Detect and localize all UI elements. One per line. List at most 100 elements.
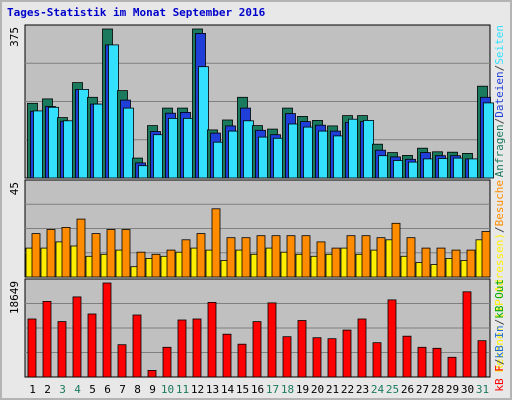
bar-traffic-kbf-day-30 bbox=[462, 291, 472, 378]
bar-requests-seiten-day-1 bbox=[33, 110, 44, 179]
legend-entry: / bbox=[493, 359, 506, 366]
bar-traffic-kbf-day-3 bbox=[57, 321, 67, 378]
x-tick-label: 19 bbox=[296, 383, 309, 396]
legend-entry: kB F bbox=[493, 365, 506, 392]
legend-entry: Anfragen bbox=[493, 124, 506, 177]
x-tick-label: 10 bbox=[161, 383, 174, 396]
bar-traffic-kbf-day-22 bbox=[342, 329, 352, 378]
x-tick-label: 28 bbox=[431, 383, 444, 396]
bar-requests-seiten-day-10 bbox=[168, 118, 179, 179]
bar-visits-besuche-day-10 bbox=[166, 249, 176, 278]
bar-traffic-kbf-day-1 bbox=[27, 318, 37, 378]
legend-entry: / bbox=[493, 65, 506, 72]
bar-requests-seiten-day-26 bbox=[408, 161, 419, 179]
bar-requests-seiten-day-7 bbox=[123, 107, 134, 179]
bar-visits-besuche-day-4 bbox=[76, 218, 86, 278]
x-tick-label: 12 bbox=[191, 383, 204, 396]
bar-requests-seiten-day-9 bbox=[153, 134, 164, 179]
bar-traffic-kbf-day-20 bbox=[312, 337, 322, 378]
bar-visits-besuche-day-28 bbox=[436, 247, 446, 278]
bar-traffic-kbf-day-16 bbox=[252, 321, 262, 378]
panel-traffic: 18649 bbox=[8, 278, 491, 378]
bar-traffic-kbf-day-8 bbox=[132, 314, 142, 378]
x-tick-label: 11 bbox=[176, 383, 189, 396]
x-tick-label: 14 bbox=[221, 383, 235, 396]
bar-traffic-kbf-day-19 bbox=[297, 320, 307, 378]
x-tick-label: 23 bbox=[356, 383, 369, 396]
bar-visits-besuche-day-5 bbox=[91, 233, 101, 278]
bar-visits-besuche-day-12 bbox=[196, 233, 206, 278]
bar-traffic-kbf-day-31 bbox=[477, 340, 487, 378]
bar-visits-besuche-day-11 bbox=[181, 239, 191, 278]
bar-visits-besuche-day-20 bbox=[316, 241, 326, 278]
x-tick-label: 4 bbox=[74, 383, 81, 396]
x-tick-label: 27 bbox=[416, 383, 429, 396]
bar-visits-besuche-day-9 bbox=[151, 253, 161, 278]
bar-visits-besuche-day-21 bbox=[331, 247, 341, 278]
bar-visits-besuche-day-13 bbox=[211, 208, 221, 278]
bar-requests-seiten-day-6 bbox=[108, 44, 119, 179]
bar-visits-besuche-day-19 bbox=[301, 235, 311, 278]
bar-requests-seiten-day-20 bbox=[318, 130, 329, 179]
x-tick-label: 2 bbox=[44, 383, 51, 396]
bar-visits-besuche-day-23 bbox=[361, 235, 371, 278]
bar-traffic-kbf-day-6 bbox=[102, 282, 112, 378]
bar-visits-besuche-day-16 bbox=[256, 235, 266, 278]
bar-visits-besuche-day-27 bbox=[421, 247, 431, 278]
bar-traffic-kbf-day-13 bbox=[207, 301, 217, 378]
bar-traffic-kbf-day-4 bbox=[72, 296, 82, 378]
x-tick-label: 15 bbox=[236, 383, 249, 396]
bar-traffic-kbf-day-28 bbox=[432, 347, 442, 378]
y-max-label: 45 bbox=[8, 182, 21, 195]
bar-requests-seiten-day-27 bbox=[423, 158, 434, 179]
bar-requests-seiten-day-31 bbox=[483, 102, 494, 179]
bar-requests-seiten-day-4 bbox=[78, 89, 89, 179]
bar-requests-seiten-day-16 bbox=[258, 136, 269, 179]
legend-entry: / bbox=[493, 319, 506, 326]
legend-requests: Anfragen/Dateien/Seiten bbox=[493, 25, 506, 177]
bar-requests-seiten-day-18 bbox=[288, 123, 299, 179]
bar-requests-seiten-day-13 bbox=[213, 141, 224, 179]
bar-visits-besuche-day-29 bbox=[451, 249, 461, 278]
x-tick-label: 24 bbox=[371, 383, 385, 396]
bar-visits-besuche-day-18 bbox=[286, 235, 296, 278]
bar-traffic-kbf-day-15 bbox=[237, 343, 247, 378]
bar-visits-besuche-day-8 bbox=[136, 251, 146, 278]
bar-traffic-kbf-day-26 bbox=[402, 335, 412, 378]
bar-requests-seiten-day-22 bbox=[348, 118, 359, 179]
y-max-label: 18649 bbox=[8, 281, 21, 314]
bar-traffic-kbf-day-11 bbox=[177, 319, 187, 378]
y-max-label: 375 bbox=[8, 27, 21, 47]
bar-requests-seiten-day-2 bbox=[48, 106, 59, 179]
bar-requests-seiten-day-8 bbox=[138, 165, 149, 179]
legend-entry: Besuche bbox=[493, 180, 506, 226]
bar-visits-besuche-day-22 bbox=[346, 235, 356, 278]
legend-entry: / bbox=[493, 118, 506, 125]
bar-traffic-kbf-day-12 bbox=[192, 318, 202, 378]
bar-visits-besuche-day-3 bbox=[61, 226, 71, 278]
bar-visits-besuche-day-7 bbox=[121, 229, 131, 278]
x-tick-label: 3 bbox=[59, 383, 66, 396]
legend-traffic: kB F/kB In/kB Out bbox=[493, 279, 506, 392]
bar-requests-seiten-day-12 bbox=[198, 66, 209, 179]
bar-requests-seiten-day-30 bbox=[468, 158, 479, 179]
x-tick-label: 29 bbox=[446, 383, 459, 396]
bar-requests-seiten-day-24 bbox=[378, 155, 389, 179]
legend-entry: Rechner (IP-Adressen) bbox=[493, 233, 506, 372]
panel-visits: 45 bbox=[8, 179, 491, 278]
bar-traffic-kbf-day-18 bbox=[282, 336, 292, 378]
bar-visits-besuche-day-26 bbox=[406, 237, 416, 278]
bar-traffic-kbf-day-5 bbox=[87, 313, 97, 378]
x-tick-label: 6 bbox=[104, 383, 111, 396]
x-tick-label: 5 bbox=[89, 383, 96, 396]
legend-entry: Dateien bbox=[493, 71, 506, 117]
bar-traffic-kbf-day-25 bbox=[387, 299, 397, 378]
bar-visits-besuche-day-24 bbox=[376, 237, 386, 278]
x-tick-label: 17 bbox=[266, 383, 279, 396]
bar-requests-seiten-day-25 bbox=[393, 160, 404, 179]
bar-visits-besuche-day-14 bbox=[226, 237, 236, 278]
bar-visits-besuche-day-31 bbox=[481, 231, 491, 278]
bar-visits-besuche-day-2 bbox=[46, 229, 56, 278]
x-tick-label: 25 bbox=[386, 383, 399, 396]
